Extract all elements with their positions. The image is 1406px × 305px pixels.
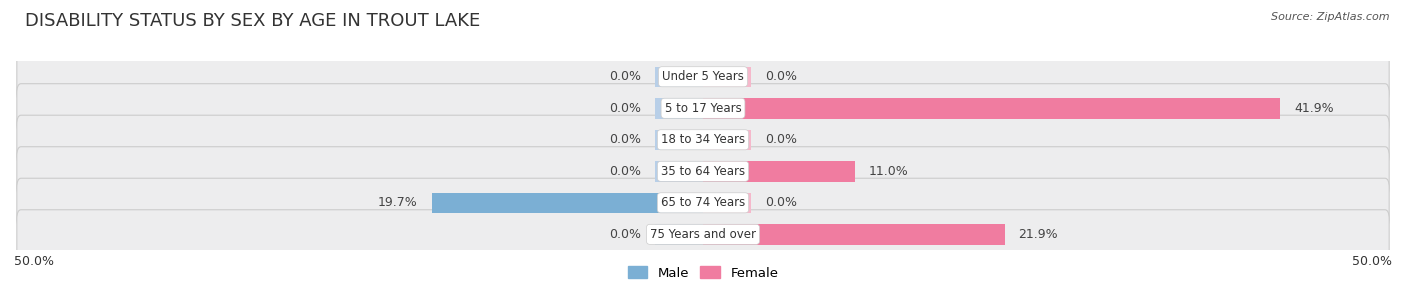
FancyBboxPatch shape — [17, 52, 1389, 101]
Text: 65 to 74 Years: 65 to 74 Years — [661, 196, 745, 209]
FancyBboxPatch shape — [17, 178, 1389, 228]
Text: 50.0%: 50.0% — [14, 255, 53, 268]
Bar — [655, 224, 703, 245]
Text: 0.0%: 0.0% — [609, 228, 641, 241]
Text: 41.9%: 41.9% — [1294, 102, 1334, 115]
FancyBboxPatch shape — [17, 84, 1389, 133]
Bar — [703, 98, 1281, 119]
FancyBboxPatch shape — [17, 210, 1389, 259]
Text: Under 5 Years: Under 5 Years — [662, 70, 744, 83]
FancyBboxPatch shape — [17, 147, 1389, 196]
Text: 0.0%: 0.0% — [609, 133, 641, 146]
Text: 11.0%: 11.0% — [869, 165, 908, 178]
Legend: Male, Female: Male, Female — [623, 261, 783, 285]
Bar — [655, 161, 703, 181]
Bar — [655, 66, 703, 87]
Text: 0.0%: 0.0% — [765, 133, 797, 146]
Text: DISABILITY STATUS BY SEX BY AGE IN TROUT LAKE: DISABILITY STATUS BY SEX BY AGE IN TROUT… — [25, 12, 481, 30]
Bar — [703, 66, 751, 87]
Text: 0.0%: 0.0% — [609, 70, 641, 83]
Text: 18 to 34 Years: 18 to 34 Years — [661, 133, 745, 146]
Text: 50.0%: 50.0% — [1353, 255, 1392, 268]
Bar — [432, 192, 703, 213]
Text: 0.0%: 0.0% — [765, 196, 797, 209]
Text: 75 Years and over: 75 Years and over — [650, 228, 756, 241]
Text: 35 to 64 Years: 35 to 64 Years — [661, 165, 745, 178]
Text: 19.7%: 19.7% — [378, 196, 418, 209]
Bar — [703, 224, 1005, 245]
FancyBboxPatch shape — [17, 115, 1389, 164]
Bar — [703, 130, 751, 150]
Text: 5 to 17 Years: 5 to 17 Years — [665, 102, 741, 115]
Bar — [655, 130, 703, 150]
Text: 0.0%: 0.0% — [765, 70, 797, 83]
Bar — [703, 161, 855, 181]
Text: 0.0%: 0.0% — [609, 165, 641, 178]
Bar — [703, 192, 751, 213]
Text: 0.0%: 0.0% — [609, 102, 641, 115]
Bar — [655, 98, 703, 119]
Text: 21.9%: 21.9% — [1018, 228, 1059, 241]
Text: Source: ZipAtlas.com: Source: ZipAtlas.com — [1271, 12, 1389, 22]
